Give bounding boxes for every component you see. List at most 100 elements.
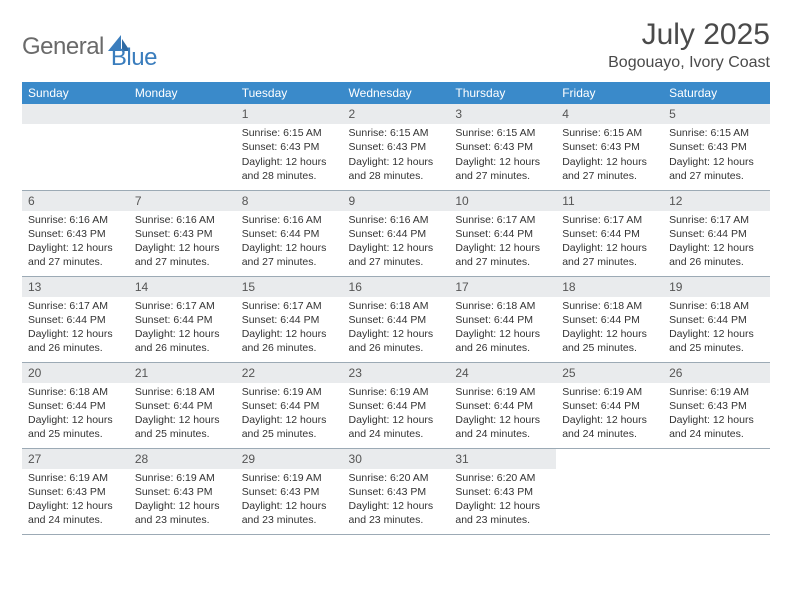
calendar-day-cell: 20Sunrise: 6:18 AMSunset: 6:44 PMDayligh… [22, 362, 129, 448]
calendar-day-cell: 13Sunrise: 6:17 AMSunset: 6:44 PMDayligh… [22, 276, 129, 362]
sunrise-text: Sunrise: 6:17 AM [28, 299, 123, 313]
sunset-text: Sunset: 6:43 PM [28, 227, 123, 241]
day-number: 14 [129, 277, 236, 297]
calendar-day-cell: 28Sunrise: 6:19 AMSunset: 6:43 PMDayligh… [129, 448, 236, 534]
sunset-text: Sunset: 6:43 PM [349, 485, 444, 499]
empty-day [22, 104, 129, 124]
sunrise-text: Sunrise: 6:15 AM [242, 126, 337, 140]
sunrise-text: Sunrise: 6:19 AM [349, 385, 444, 399]
day-content: Sunrise: 6:19 AMSunset: 6:43 PMDaylight:… [129, 469, 236, 534]
day-number: 1 [236, 104, 343, 124]
sunrise-text: Sunrise: 6:17 AM [135, 299, 230, 313]
sunrise-text: Sunrise: 6:17 AM [455, 213, 550, 227]
day-content: Sunrise: 6:19 AMSunset: 6:44 PMDaylight:… [556, 383, 663, 448]
sunset-text: Sunset: 6:43 PM [669, 399, 764, 413]
daylight-text: Daylight: 12 hours and 27 minutes. [669, 155, 764, 183]
day-content: Sunrise: 6:19 AMSunset: 6:43 PMDaylight:… [663, 383, 770, 448]
daylight-text: Daylight: 12 hours and 23 minutes. [455, 499, 550, 527]
sunset-text: Sunset: 6:43 PM [455, 485, 550, 499]
calendar-day-cell [22, 104, 129, 190]
sunset-text: Sunset: 6:43 PM [242, 140, 337, 154]
day-number: 9 [343, 191, 450, 211]
sunrise-text: Sunrise: 6:18 AM [349, 299, 444, 313]
daylight-text: Daylight: 12 hours and 27 minutes. [28, 241, 123, 269]
calendar-day-cell: 11Sunrise: 6:17 AMSunset: 6:44 PMDayligh… [556, 190, 663, 276]
sunset-text: Sunset: 6:43 PM [669, 140, 764, 154]
sunset-text: Sunset: 6:44 PM [242, 313, 337, 327]
day-number: 17 [449, 277, 556, 297]
daylight-text: Daylight: 12 hours and 27 minutes. [135, 241, 230, 269]
calendar-week-row: 6Sunrise: 6:16 AMSunset: 6:43 PMDaylight… [22, 190, 770, 276]
day-number: 11 [556, 191, 663, 211]
day-number: 13 [22, 277, 129, 297]
sunset-text: Sunset: 6:43 PM [349, 140, 444, 154]
sunrise-text: Sunrise: 6:15 AM [455, 126, 550, 140]
day-content: Sunrise: 6:18 AMSunset: 6:44 PMDaylight:… [556, 297, 663, 362]
calendar-day-cell: 25Sunrise: 6:19 AMSunset: 6:44 PMDayligh… [556, 362, 663, 448]
sunset-text: Sunset: 6:44 PM [349, 313, 444, 327]
sunrise-text: Sunrise: 6:17 AM [562, 213, 657, 227]
calendar-day-cell: 5Sunrise: 6:15 AMSunset: 6:43 PMDaylight… [663, 104, 770, 190]
calendar-day-cell: 8Sunrise: 6:16 AMSunset: 6:44 PMDaylight… [236, 190, 343, 276]
sunset-text: Sunset: 6:44 PM [242, 399, 337, 413]
sunrise-text: Sunrise: 6:17 AM [242, 299, 337, 313]
day-number: 6 [22, 191, 129, 211]
sunrise-text: Sunrise: 6:18 AM [669, 299, 764, 313]
calendar-day-cell [129, 104, 236, 190]
daylight-text: Daylight: 12 hours and 26 minutes. [135, 327, 230, 355]
daylight-text: Daylight: 12 hours and 23 minutes. [135, 499, 230, 527]
logo-text-blue: Blue [111, 44, 157, 72]
daylight-text: Daylight: 12 hours and 25 minutes. [28, 413, 123, 441]
sunset-text: Sunset: 6:43 PM [562, 140, 657, 154]
weekday-header: Thursday [449, 82, 556, 104]
sunrise-text: Sunrise: 6:18 AM [562, 299, 657, 313]
day-content: Sunrise: 6:17 AMSunset: 6:44 PMDaylight:… [556, 211, 663, 276]
day-content: Sunrise: 6:17 AMSunset: 6:44 PMDaylight:… [22, 297, 129, 362]
weekday-header: Wednesday [343, 82, 450, 104]
day-number: 21 [129, 363, 236, 383]
calendar-day-cell: 17Sunrise: 6:18 AMSunset: 6:44 PMDayligh… [449, 276, 556, 362]
day-number: 15 [236, 277, 343, 297]
day-number: 2 [343, 104, 450, 124]
day-number: 19 [663, 277, 770, 297]
calendar-day-cell: 10Sunrise: 6:17 AMSunset: 6:44 PMDayligh… [449, 190, 556, 276]
sunset-text: Sunset: 6:44 PM [28, 313, 123, 327]
sunset-text: Sunset: 6:43 PM [135, 485, 230, 499]
calendar-table: Sunday Monday Tuesday Wednesday Thursday… [22, 82, 770, 535]
day-content: Sunrise: 6:17 AMSunset: 6:44 PMDaylight:… [236, 297, 343, 362]
sunrise-text: Sunrise: 6:19 AM [562, 385, 657, 399]
daylight-text: Daylight: 12 hours and 23 minutes. [349, 499, 444, 527]
daylight-text: Daylight: 12 hours and 27 minutes. [349, 241, 444, 269]
logo-text-general: General [22, 33, 104, 61]
location-subtitle: Bogouayo, Ivory Coast [608, 54, 770, 72]
sunrise-text: Sunrise: 6:20 AM [349, 471, 444, 485]
day-content: Sunrise: 6:15 AMSunset: 6:43 PMDaylight:… [449, 124, 556, 189]
day-content: Sunrise: 6:18 AMSunset: 6:44 PMDaylight:… [22, 383, 129, 448]
weekday-header: Monday [129, 82, 236, 104]
sunset-text: Sunset: 6:44 PM [135, 399, 230, 413]
sunset-text: Sunset: 6:44 PM [349, 227, 444, 241]
day-content: Sunrise: 6:19 AMSunset: 6:43 PMDaylight:… [22, 469, 129, 534]
day-content: Sunrise: 6:15 AMSunset: 6:43 PMDaylight:… [343, 124, 450, 189]
day-number: 31 [449, 449, 556, 469]
day-number: 3 [449, 104, 556, 124]
title-block: July 2025 Bogouayo, Ivory Coast [608, 18, 770, 72]
sunrise-text: Sunrise: 6:19 AM [242, 385, 337, 399]
empty-day [129, 104, 236, 124]
daylight-text: Daylight: 12 hours and 26 minutes. [669, 241, 764, 269]
daylight-text: Daylight: 12 hours and 27 minutes. [242, 241, 337, 269]
calendar-week-row: 20Sunrise: 6:18 AMSunset: 6:44 PMDayligh… [22, 362, 770, 448]
daylight-text: Daylight: 12 hours and 24 minutes. [455, 413, 550, 441]
calendar-day-cell: 14Sunrise: 6:17 AMSunset: 6:44 PMDayligh… [129, 276, 236, 362]
weekday-header: Sunday [22, 82, 129, 104]
day-number: 22 [236, 363, 343, 383]
daylight-text: Daylight: 12 hours and 24 minutes. [349, 413, 444, 441]
calendar-day-cell: 29Sunrise: 6:19 AMSunset: 6:43 PMDayligh… [236, 448, 343, 534]
sunset-text: Sunset: 6:44 PM [455, 399, 550, 413]
sunset-text: Sunset: 6:43 PM [135, 227, 230, 241]
calendar-header-row: Sunday Monday Tuesday Wednesday Thursday… [22, 82, 770, 104]
daylight-text: Daylight: 12 hours and 25 minutes. [562, 327, 657, 355]
daylight-text: Daylight: 12 hours and 26 minutes. [28, 327, 123, 355]
sunrise-text: Sunrise: 6:16 AM [242, 213, 337, 227]
daylight-text: Daylight: 12 hours and 27 minutes. [562, 241, 657, 269]
